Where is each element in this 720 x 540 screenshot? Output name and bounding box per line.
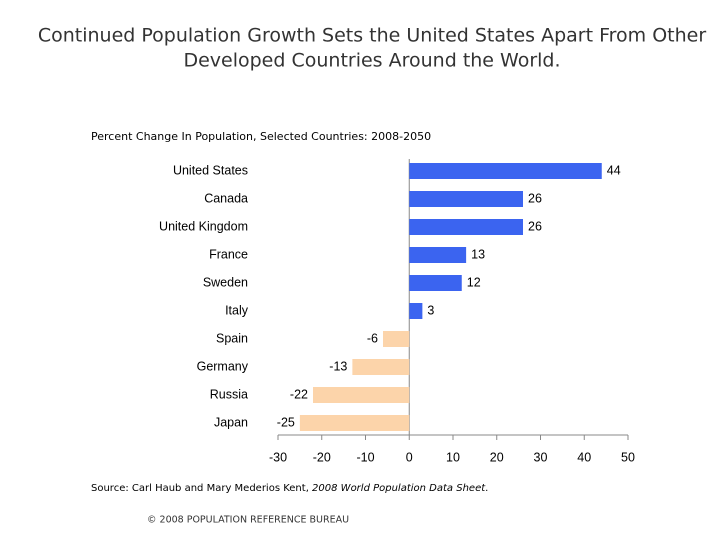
bar xyxy=(409,219,523,235)
category-label: Spain xyxy=(216,331,248,345)
category-label: Italy xyxy=(225,303,249,317)
value-label: 12 xyxy=(467,275,481,289)
category-label: United States xyxy=(173,163,248,177)
value-label: 44 xyxy=(607,163,621,177)
source: Source: Carl Haub and Mary Mederios Kent… xyxy=(91,483,488,494)
x-tick-label: 0 xyxy=(406,450,413,464)
bar xyxy=(352,359,410,375)
value-label: 13 xyxy=(471,247,485,261)
bar xyxy=(383,331,410,347)
x-tick-label: 10 xyxy=(446,450,460,464)
x-tick-label: -10 xyxy=(356,450,374,464)
x-tick-label: 50 xyxy=(621,450,635,464)
x-tick-label: -20 xyxy=(313,450,331,464)
value-label: -22 xyxy=(290,387,308,401)
value-label: 3 xyxy=(427,303,434,317)
source-prefix: Source: Carl Haub and Mary Mederios Kent… xyxy=(91,483,312,494)
category-label: Sweden xyxy=(203,275,248,289)
x-tick-label: 30 xyxy=(534,450,548,464)
category-label: Japan xyxy=(214,415,248,429)
value-label: -6 xyxy=(367,331,378,345)
category-label: France xyxy=(209,247,248,261)
bar xyxy=(409,303,423,319)
x-tick-label: 20 xyxy=(490,450,504,464)
bar xyxy=(409,191,523,207)
footer: © 2008 POPULATION REFERENCE BUREAU xyxy=(147,515,349,526)
category-label: Canada xyxy=(204,191,248,205)
bar xyxy=(409,275,462,291)
bar xyxy=(409,247,467,263)
value-label: 26 xyxy=(528,191,542,205)
category-label: United Kingdom xyxy=(159,219,248,233)
bar xyxy=(299,415,410,431)
value-label: -13 xyxy=(329,359,347,373)
category-label: Germany xyxy=(197,359,249,373)
category-label: Russia xyxy=(210,387,248,401)
source-publication: 2008 World Population Data Sheet xyxy=(312,483,486,494)
value-label: 26 xyxy=(528,219,542,233)
source-suffix: . xyxy=(485,483,488,494)
subtitle: Percent Change In Population, Selected C… xyxy=(91,130,431,143)
bar xyxy=(313,387,410,403)
x-tick-label: 40 xyxy=(577,450,591,464)
value-label: -25 xyxy=(277,415,295,429)
title-line-2: Developed Countries Around the World. xyxy=(183,50,560,72)
bar xyxy=(409,163,602,179)
title: Continued Population Growth Sets the Uni… xyxy=(38,25,707,47)
x-tick-label: -30 xyxy=(269,450,287,464)
